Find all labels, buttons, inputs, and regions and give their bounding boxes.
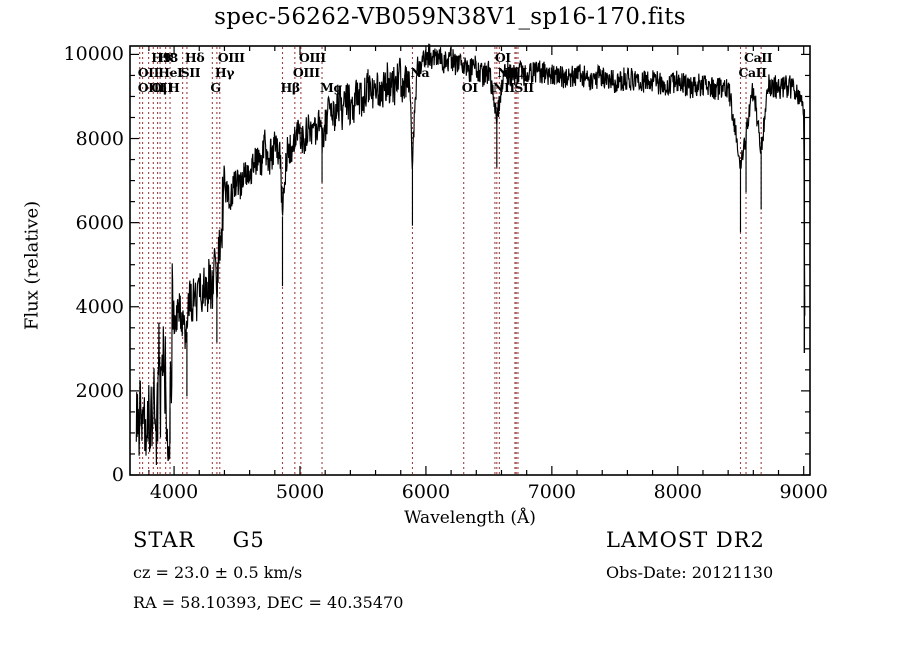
spectral-line-label: Hδ: [184, 50, 205, 65]
object-type: STAR: [133, 528, 196, 552]
observation-date: Obs-Date: 20121130: [606, 563, 774, 582]
spectral-line-label: Na: [410, 65, 430, 80]
x-tick-label: 4000: [149, 481, 199, 503]
spectral-line-label: OI: [494, 50, 511, 65]
spectral-line-label: OII: [151, 80, 173, 95]
spectral-line-label: η: [158, 80, 167, 95]
spectral-line-label: NI: [497, 65, 514, 80]
y-tick-label: 6000: [75, 211, 124, 234]
footer-left: STAR G5 cz = 23.0 ± 0.5 km/s RA = 58.103…: [133, 528, 403, 623]
coordinates: RA = 58.10393, DEC = 40.35470: [133, 593, 404, 612]
spectral-line-label: NII: [492, 80, 515, 95]
spectral-line-label: K: [163, 50, 175, 65]
y-tick-label: 10000: [63, 43, 124, 66]
x-tick-label: 9000: [779, 481, 828, 503]
spectral-line-label: OIII: [217, 50, 245, 65]
y-tick-label: 4000: [75, 295, 124, 318]
y-axis-ticklabels: 0 2000 4000 6000 8000 10000: [8, 0, 124, 649]
spectral-line-label: HeI: [158, 65, 183, 80]
spectral-line-label: SII: [180, 65, 201, 80]
spectral-line-label: H9: [151, 50, 171, 65]
spectral-line-label: H: [168, 80, 180, 95]
spectral-line-label: Hγ: [214, 65, 235, 80]
x-axis-label: Wavelength (Å): [404, 508, 536, 528]
y-tick-label: 8000: [75, 127, 124, 150]
x-tick-label: 6000: [401, 481, 451, 503]
x-axis-ticklabels: 4000 5000 6000 7000 8000 9000: [0, 481, 900, 511]
x-tick-label: 7000: [527, 481, 577, 503]
x-tick-label: 8000: [653, 481, 702, 503]
spectral-line-label: CaII: [738, 65, 767, 80]
spectral-class: G5: [232, 528, 265, 552]
spectral-line-label: SII: [514, 80, 534, 95]
spectral-line-label: H8: [158, 50, 178, 65]
spectral-line-label: OII: [137, 65, 160, 80]
survey-name: LAMOST DR2: [606, 528, 765, 552]
footer-metadata: STAR G5 cz = 23.0 ± 0.5 km/s RA = 58.103…: [0, 528, 900, 648]
object-summary: STAR G5: [133, 528, 403, 552]
redshift-velocity: cz = 23.0 ± 0.5 km/s: [133, 563, 303, 582]
spectral-line-label: Mg: [320, 80, 342, 95]
page-title: spec-56262-VB059N38V1_sp16-170.fits: [214, 4, 686, 30]
spectral-line-label: OIII: [292, 65, 320, 80]
spectral-line-label: Hβ: [280, 80, 300, 95]
spectral-line-label: LI: [512, 65, 527, 80]
plot-frame: [129, 45, 811, 476]
spectral-line-label: G: [210, 80, 221, 95]
y-tick-label: 0: [111, 464, 124, 486]
footer-right: LAMOST DR2 Obs-Date: 20121130: [606, 528, 773, 593]
spectrum-trace: [135, 43, 806, 466]
spectral-line-label: OI: [461, 80, 478, 95]
y-tick-label: 2000: [75, 379, 124, 402]
spectral-line-label: OIII: [298, 50, 326, 65]
spectral-line-label: OIII: [137, 80, 165, 95]
x-tick-label: 5000: [275, 481, 325, 503]
spectral-line-label: CaII: [744, 50, 773, 65]
